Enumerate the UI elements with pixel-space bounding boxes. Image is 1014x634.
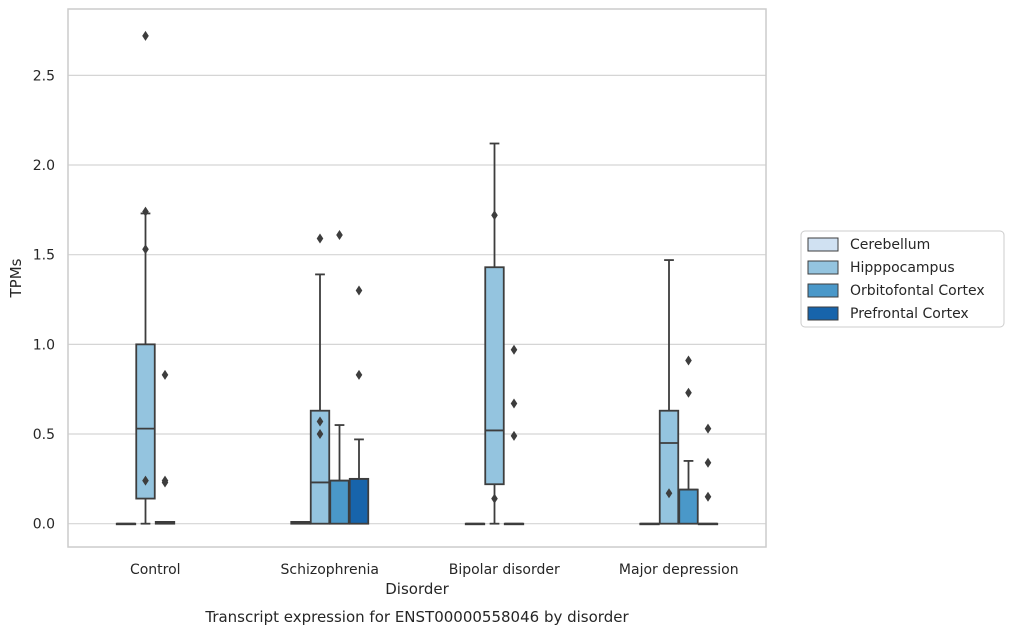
box-schizophrenia-0 <box>290 520 311 525</box>
outlier-point <box>142 206 149 217</box>
box-body <box>658 409 680 525</box>
y-tick-label: 2.0 <box>33 158 55 174</box>
outlier-point <box>142 244 149 255</box>
box-major-depression-1 <box>658 259 680 525</box>
outlier-point <box>704 423 712 434</box>
outlier-point <box>665 488 673 499</box>
legend-label: Cerebellum <box>850 237 930 253</box>
box-bipolar-disorder-0 <box>464 522 486 526</box>
box-schizophrenia-2 <box>329 229 350 525</box>
legend-item: Hipppocampus <box>807 260 955 276</box>
y-axis-label: TPMs <box>7 258 25 298</box>
box-bipolar-disorder-1 <box>484 142 505 525</box>
box-major-depression-2 <box>678 355 699 525</box>
outlier-point <box>161 475 169 486</box>
outlier-point <box>142 30 149 41</box>
box-schizophrenia-3 <box>348 285 370 525</box>
legend-frame <box>800 230 1005 328</box>
box-body <box>678 488 699 525</box>
legend-item: Orbitofontal Cortex <box>807 283 985 299</box>
box-control-2 <box>154 369 176 525</box>
outlier-point <box>685 387 692 398</box>
legend-label: Prefrontal Cortex <box>850 306 969 322</box>
box-body <box>135 343 156 500</box>
box-control-1 <box>135 30 156 525</box>
outlier-point <box>355 285 363 296</box>
x-tick-labels: Control Schizophrenia Bipolar disorder Majo… <box>130 562 739 578</box>
y-tick-label: 2.5 <box>33 68 55 84</box>
legend-label: Orbitofontal Cortex <box>850 283 985 299</box>
legend-swatch <box>807 260 839 275</box>
outlier-point <box>704 491 712 502</box>
legend-swatch <box>807 283 839 298</box>
box-body <box>484 266 505 486</box>
legend-item: Prefrontal Cortex <box>807 306 969 322</box>
box-major-depression-0 <box>639 522 660 526</box>
chart-title: Transcript expression for ENST0000055804… <box>204 608 629 626</box>
plot-area-frame <box>67 8 767 548</box>
box-body <box>309 409 331 525</box>
y-tick-label: 0.0 <box>33 517 55 533</box>
box-schizophrenia-1 <box>309 233 331 525</box>
x-axis-label: Disorder <box>385 580 449 598</box>
outlier-point <box>491 493 498 504</box>
x-tick-label: Major depression <box>619 562 739 578</box>
x-tick-label: Schizophrenia <box>281 562 379 578</box>
outlier-point <box>510 398 518 409</box>
y-tick-label: 1.0 <box>33 337 55 353</box>
outlier-point <box>316 233 324 244</box>
outlier-point <box>510 344 518 355</box>
y-tick-labels: 0.0 0.5 1.0 1.5 2.0 2.5 <box>33 68 55 532</box>
outlier-point <box>316 429 324 440</box>
legend-item: Cerebellum <box>807 237 930 253</box>
outlier-point <box>685 355 692 366</box>
outlier-point <box>355 369 363 380</box>
box-bipolar-disorder-2 <box>503 344 525 526</box>
box-body <box>348 477 370 525</box>
outlier-point <box>491 210 498 221</box>
legend-swatch <box>807 237 839 252</box>
x-tick-label: Control <box>130 562 181 578</box>
outlier-point <box>161 369 169 380</box>
y-tick-label: 1.5 <box>33 248 55 264</box>
box-control-0 <box>115 522 137 526</box>
y-tick-label: 0.5 <box>33 427 55 443</box>
boxes <box>115 30 719 526</box>
outlier-point <box>142 475 149 486</box>
outlier-point <box>510 430 518 441</box>
box-body <box>329 479 350 525</box>
legend: Cerebellum Hipppocampus Orbitofontal Corte… <box>800 230 1005 328</box>
outlier-point <box>336 229 343 240</box>
x-tick-label: Bipolar disorder <box>449 562 560 578</box>
outlier-point <box>704 457 712 468</box>
box-major-depression-3 <box>697 423 719 526</box>
legend-swatch <box>807 306 839 321</box>
outlier-point <box>316 416 324 427</box>
legend-label: Hipppocampus <box>850 260 955 276</box>
